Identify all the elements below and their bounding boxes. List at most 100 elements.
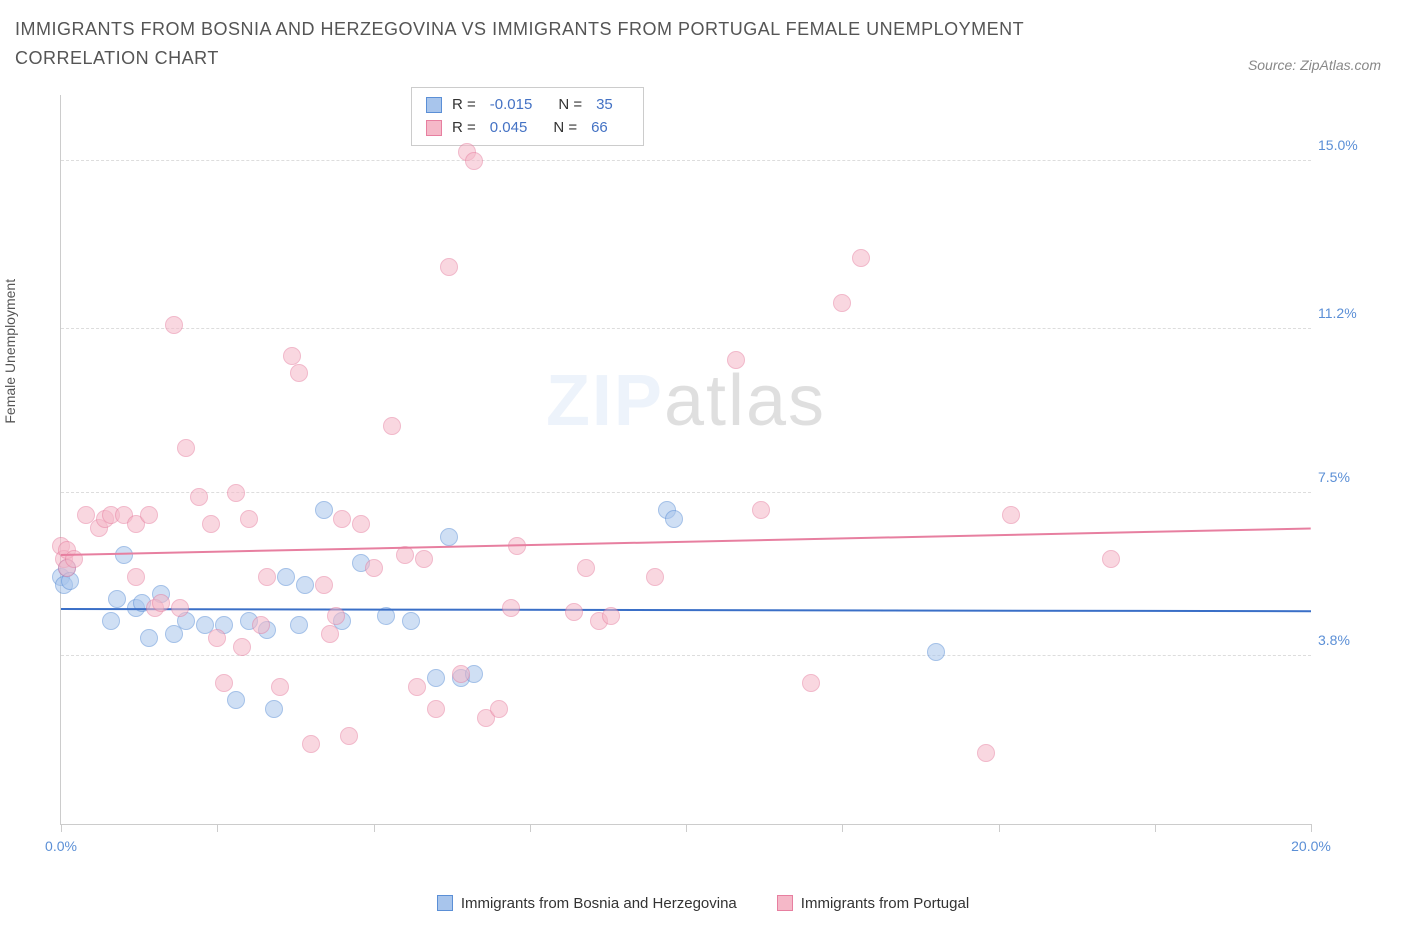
stats-legend-box: R =-0.015N =35R =0.045N =66 bbox=[411, 87, 644, 146]
gridline bbox=[61, 492, 1311, 493]
scatter-point bbox=[833, 294, 851, 312]
legend-item: Immigrants from Bosnia and Herzegovina bbox=[437, 895, 737, 912]
y-tick-label: 15.0% bbox=[1318, 137, 1373, 153]
scatter-point bbox=[227, 484, 245, 502]
x-tick bbox=[374, 824, 375, 832]
x-tick bbox=[686, 824, 687, 832]
scatter-point bbox=[140, 506, 158, 524]
scatter-point bbox=[602, 607, 620, 625]
scatter-point bbox=[977, 744, 995, 762]
x-tick bbox=[1311, 824, 1312, 832]
scatter-point bbox=[296, 576, 314, 594]
scatter-point bbox=[102, 612, 120, 630]
y-tick-label: 7.5% bbox=[1318, 469, 1373, 485]
header-row: IMMIGRANTS FROM BOSNIA AND HERZEGOVINA V… bbox=[0, 0, 1406, 73]
legend-label: Immigrants from Bosnia and Herzegovina bbox=[461, 895, 737, 912]
scatter-point bbox=[427, 700, 445, 718]
scatter-point bbox=[340, 727, 358, 745]
scatter-point bbox=[302, 735, 320, 753]
scatter-point bbox=[283, 347, 301, 365]
x-tick bbox=[530, 824, 531, 832]
stat-n-label: N = bbox=[558, 94, 582, 117]
scatter-point bbox=[440, 258, 458, 276]
scatter-point bbox=[452, 665, 470, 683]
scatter-point bbox=[502, 599, 520, 617]
trend-line bbox=[61, 528, 1311, 557]
scatter-point bbox=[271, 678, 289, 696]
scatter-point bbox=[440, 528, 458, 546]
scatter-point bbox=[333, 510, 351, 528]
x-tick bbox=[842, 824, 843, 832]
stat-n-value: 66 bbox=[591, 117, 608, 140]
scatter-point bbox=[1002, 506, 1020, 524]
watermark-bold: ZIP bbox=[546, 361, 664, 441]
scatter-point bbox=[233, 638, 251, 656]
y-tick-label: 11.2% bbox=[1318, 305, 1373, 321]
scatter-point bbox=[208, 629, 226, 647]
scatter-point bbox=[565, 603, 583, 621]
legend-label: Immigrants from Portugal bbox=[801, 895, 969, 912]
stats-row: R =0.045N =66 bbox=[426, 117, 629, 140]
scatter-point bbox=[577, 559, 595, 577]
scatter-point bbox=[327, 607, 345, 625]
watermark-rest: atlas bbox=[664, 361, 826, 441]
scatter-point bbox=[240, 510, 258, 528]
scatter-point bbox=[315, 576, 333, 594]
scatter-point bbox=[383, 417, 401, 435]
scatter-point bbox=[177, 439, 195, 457]
scatter-point bbox=[352, 515, 370, 533]
scatter-point bbox=[646, 568, 664, 586]
plot-area: ZIPatlas R =-0.015N =35R =0.045N =66 3.8… bbox=[60, 95, 1311, 825]
scatter-point bbox=[752, 501, 770, 519]
x-tick bbox=[999, 824, 1000, 832]
scatter-point bbox=[321, 625, 339, 643]
stats-row: R = -0.015 N = 35 bbox=[426, 94, 629, 117]
watermark: ZIPatlas bbox=[546, 360, 826, 442]
legend-item: Immigrants from Portugal bbox=[777, 895, 969, 912]
scatter-point bbox=[415, 550, 433, 568]
scatter-point bbox=[402, 612, 420, 630]
scatter-point bbox=[365, 559, 383, 577]
scatter-point bbox=[227, 691, 245, 709]
y-axis-label: Female Unemployment bbox=[2, 278, 18, 423]
x-tick bbox=[1155, 824, 1156, 832]
scatter-point bbox=[408, 678, 426, 696]
gridline bbox=[61, 160, 1311, 161]
gridline bbox=[61, 328, 1311, 329]
stat-r-label: R = bbox=[452, 117, 476, 140]
scatter-point bbox=[215, 674, 233, 692]
scatter-point bbox=[852, 249, 870, 267]
stat-n-value: 35 bbox=[596, 94, 613, 117]
x-tick bbox=[61, 824, 62, 832]
scatter-point bbox=[315, 501, 333, 519]
scatter-point bbox=[277, 568, 295, 586]
scatter-point bbox=[927, 643, 945, 661]
scatter-point bbox=[171, 599, 189, 617]
gridline bbox=[61, 655, 1311, 656]
x-tick bbox=[217, 824, 218, 832]
legend-swatch bbox=[777, 895, 793, 911]
x-tick-label: 0.0% bbox=[45, 838, 77, 854]
chart-title: IMMIGRANTS FROM BOSNIA AND HERZEGOVINA V… bbox=[15, 15, 1115, 73]
stat-n-label: N = bbox=[553, 117, 577, 140]
scatter-point bbox=[152, 594, 170, 612]
scatter-point bbox=[1102, 550, 1120, 568]
scatter-point bbox=[127, 568, 145, 586]
stat-r-label: R = bbox=[452, 94, 476, 117]
scatter-point bbox=[258, 568, 276, 586]
scatter-point bbox=[252, 616, 270, 634]
scatter-point bbox=[490, 700, 508, 718]
scatter-point bbox=[290, 616, 308, 634]
scatter-point bbox=[465, 152, 483, 170]
scatter-point bbox=[265, 700, 283, 718]
scatter-point bbox=[202, 515, 220, 533]
legend-swatch bbox=[437, 895, 453, 911]
bottom-legend: Immigrants from Bosnia and Herzegovina Im… bbox=[0, 895, 1406, 916]
scatter-point bbox=[140, 629, 158, 647]
stat-r-value: -0.015 bbox=[490, 94, 533, 117]
scatter-point bbox=[727, 351, 745, 369]
scatter-point bbox=[165, 316, 183, 334]
scatter-point bbox=[108, 590, 126, 608]
chart-container: Female Unemployment ZIPatlas R =-0.015N … bbox=[15, 95, 1381, 880]
scatter-point bbox=[427, 669, 445, 687]
